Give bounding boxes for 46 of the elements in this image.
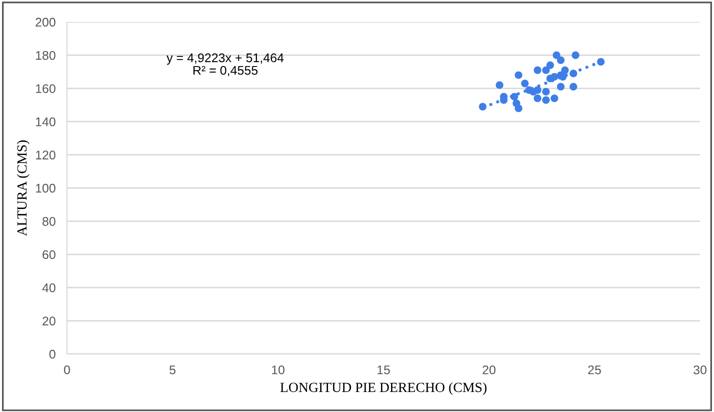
annotation: R² = 0,4555	[193, 66, 258, 76]
x-tick-label: 10	[272, 365, 284, 374]
y-tick-label: 120	[36, 150, 56, 160]
point	[534, 86, 542, 94]
x-tick-label: 30	[694, 365, 706, 374]
x-tick-label: 20	[482, 365, 496, 374]
point	[534, 66, 542, 74]
y-tick-label: 140	[36, 117, 56, 126]
x-tick-label: 5	[170, 366, 176, 374]
y-tick-label: 0	[49, 350, 56, 359]
point	[496, 81, 504, 89]
point	[542, 66, 550, 74]
point	[559, 72, 567, 81]
point	[550, 72, 558, 81]
point	[546, 61, 554, 69]
point	[556, 82, 565, 91]
y-tick-label: 80	[42, 217, 56, 226]
point	[561, 66, 569, 74]
y-tick-label: 160	[36, 84, 56, 94]
y-tick-label: 60	[42, 250, 56, 260]
point	[570, 82, 578, 91]
point	[556, 56, 565, 64]
point	[521, 80, 529, 88]
point	[514, 71, 522, 79]
point	[542, 88, 550, 96]
point	[550, 94, 558, 102]
point	[478, 102, 486, 110]
y-tick-label: 100	[36, 184, 56, 193]
x-tick-label: 0	[64, 365, 70, 374]
x-tick-label: 25	[588, 365, 601, 374]
point	[597, 58, 605, 66]
x-tick-label: 15	[378, 366, 390, 374]
point	[542, 96, 550, 104]
y-tick-label: 200	[36, 18, 56, 27]
annotation: y = 4,9223x + 51,464	[166, 53, 284, 65]
point	[572, 51, 580, 60]
point	[552, 51, 560, 60]
point	[510, 92, 518, 101]
point	[514, 104, 522, 112]
x-axis-title: LONGITUD PIE DERECHO (CMS)	[280, 382, 486, 395]
y-tick-label: 180	[36, 51, 56, 60]
y-axis-title: ALTURA (CMS)	[16, 140, 30, 236]
y-tick-label: 40	[42, 283, 56, 292]
point	[534, 94, 542, 102]
y-tick-label: 20	[42, 316, 56, 326]
point	[570, 70, 578, 78]
